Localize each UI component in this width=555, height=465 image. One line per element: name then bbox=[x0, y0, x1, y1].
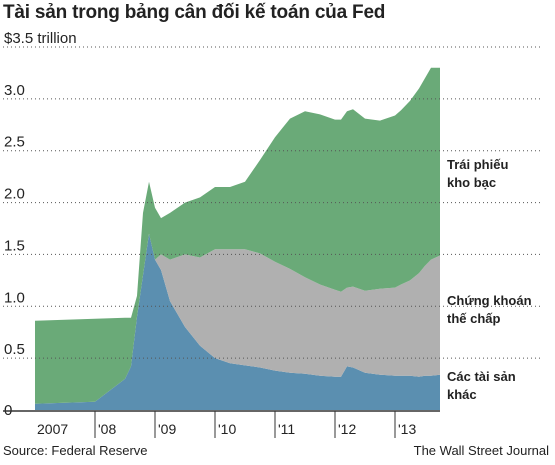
x-tick-label: '10 bbox=[218, 421, 236, 437]
y-tick-label: 0.5 bbox=[4, 341, 25, 358]
area-series-0 bbox=[35, 233, 440, 410]
chart-title: Tài sản trong bảng cân đối kế toán của F… bbox=[3, 2, 386, 23]
x-tick-label: '11 bbox=[278, 421, 295, 437]
y-tick-label: 2.0 bbox=[4, 186, 25, 203]
y-tick-label: 2.5 bbox=[4, 134, 25, 151]
y-tick-label: 1.5 bbox=[4, 237, 25, 254]
area-layer bbox=[35, 67, 440, 410]
x-tick-label: 2007 bbox=[37, 421, 68, 437]
x-tick-label: '12 bbox=[338, 421, 356, 437]
y-tick-label: 3.0 bbox=[4, 82, 25, 99]
area-series-2 bbox=[35, 67, 440, 404]
series-label-other: Các tài sản khác bbox=[447, 369, 516, 402]
credit-note: The Wall Street Journal bbox=[413, 443, 549, 458]
gridlines bbox=[3, 46, 540, 359]
x-axis: 2007 '08 '09 '10 '11 '12 '13 bbox=[3, 410, 440, 438]
x-tick-label: '08 bbox=[98, 421, 116, 437]
x-tick-label: '09 bbox=[158, 421, 176, 437]
y-tick-label: $3.5 trillion bbox=[4, 30, 77, 47]
source-note: Source: Federal Reserve bbox=[3, 443, 148, 458]
series-label-treasuries: Trái phiếu kho bạc bbox=[447, 157, 509, 190]
area-series-1 bbox=[35, 233, 440, 404]
series-label-mbs: Chứng khoán thế chấp bbox=[447, 293, 532, 326]
x-tick-label: '13 bbox=[398, 421, 416, 437]
y-tick-label: 1.0 bbox=[4, 289, 25, 306]
